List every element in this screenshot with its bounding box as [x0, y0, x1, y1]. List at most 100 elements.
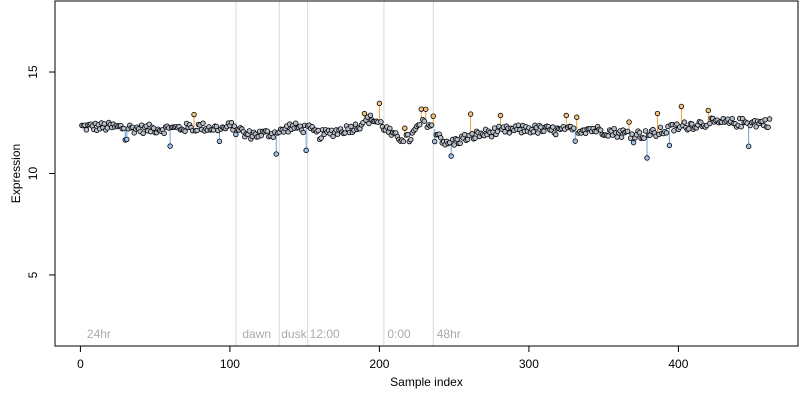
data-point-42: [140, 130, 146, 136]
y-tick-label-2: 15: [26, 65, 40, 79]
segment-labels: 24hr dawn dusk 12:00 0:00 48hr: [87, 327, 461, 341]
data-point-261: [467, 111, 474, 117]
x-axis-label: Sample index: [390, 375, 463, 389]
data-point-230: [421, 118, 427, 124]
data-point-316: [550, 124, 556, 130]
data-point-190: [361, 110, 368, 117]
data-point-461: [766, 116, 773, 122]
data-point-131: [273, 151, 279, 157]
data-point-103: [231, 123, 238, 129]
x-tick-label-3: 300: [519, 357, 539, 371]
data-point-184: [352, 121, 359, 127]
data-point-262: [469, 131, 475, 137]
data-point-325: [563, 112, 569, 119]
data-point-93: [216, 138, 223, 144]
data-point-4: [83, 127, 90, 133]
segment-label-2: dusk: [281, 327, 307, 341]
data-point-216: [400, 138, 407, 145]
y-axis-label: Expression: [9, 144, 23, 203]
data-point-447: [745, 143, 752, 150]
data-point-177: [342, 130, 348, 136]
segment-label-3: 12:00: [310, 327, 340, 341]
data-point-436: [729, 115, 735, 122]
data-point-29: [121, 125, 127, 132]
data-point-279: [494, 128, 501, 135]
data-point-82: [200, 120, 206, 126]
data-point-113: [246, 128, 253, 134]
y-tick-label-1: 10: [26, 167, 40, 181]
data-point-377: [641, 135, 647, 141]
data-point-407: [686, 126, 692, 132]
x-tick-label-4: 400: [668, 357, 688, 371]
data-point-241: [438, 135, 444, 141]
data-point-332: [574, 114, 580, 120]
data-point-49: [150, 125, 157, 131]
segment-label-5: 48hr: [437, 327, 461, 341]
data-point-402: [678, 103, 685, 110]
data-point-374: [636, 129, 643, 136]
segment-boundary-lines: [235, 1, 434, 346]
data-point-386: [654, 110, 661, 117]
data-point-60: [167, 143, 173, 149]
data-point-257: [461, 131, 468, 138]
data-point-161: [318, 135, 324, 141]
data-point-397: [671, 128, 677, 134]
data-point-78: [194, 127, 200, 134]
data-point-277: [491, 125, 498, 131]
data-point-458: [762, 117, 768, 123]
data-point-194: [367, 112, 374, 118]
data-point-228: [418, 106, 424, 112]
data-point-362: [618, 134, 625, 140]
data-points: [79, 100, 773, 161]
data-point-254: [457, 140, 463, 146]
y-tick-label-0: 5: [26, 271, 40, 278]
data-point-151: [303, 147, 309, 154]
segment-label-1: dawn: [242, 327, 271, 341]
x-tick-label-0: 0: [77, 357, 84, 371]
data-point-16: [101, 121, 108, 127]
data-point-31: [124, 136, 130, 143]
data-point-318: [553, 131, 559, 138]
data-point-129: [270, 134, 276, 140]
data-point-217: [402, 125, 408, 131]
data-point-101: [228, 119, 235, 126]
data-point-248: [448, 153, 454, 159]
data-point-331: [572, 138, 578, 144]
data-point-460: [765, 124, 771, 130]
data-point-201: [378, 119, 384, 125]
data-point-306: [535, 130, 541, 136]
data-point-231: [423, 106, 429, 112]
data-point-264: [472, 135, 478, 141]
data-point-394: [666, 142, 673, 149]
y-axis: 5 10 15: [26, 65, 56, 278]
data-point-409: [689, 121, 695, 127]
segment-label-0: 24hr: [87, 327, 111, 341]
x-tick-label-1: 100: [220, 357, 240, 371]
data-point-378: [642, 128, 649, 134]
data-point-392: [663, 130, 670, 136]
data-point-379: [644, 155, 650, 161]
data-point-330: [571, 125, 577, 131]
data-point-70: [182, 128, 188, 135]
data-point-250: [451, 142, 457, 148]
data-point-159: [315, 127, 321, 134]
data-point-452: [753, 124, 759, 130]
data-point-388: [657, 124, 664, 131]
data-point-367: [626, 119, 632, 125]
data-point-144: [292, 120, 299, 126]
data-point-404: [681, 119, 688, 125]
data-point-207: [387, 125, 393, 132]
data-point-149: [300, 129, 306, 136]
data-point-181: [348, 123, 354, 130]
data-point-227: [417, 121, 423, 128]
data-point-200: [376, 100, 383, 107]
data-point-104: [233, 131, 239, 138]
plot-frame: [54, 0, 799, 347]
data-point-56: [161, 130, 167, 137]
data-point-421: [707, 120, 713, 127]
data-point-125: [264, 128, 270, 134]
data-point-219: [405, 131, 411, 138]
data-point-275: [488, 134, 495, 140]
data-point-236: [430, 113, 436, 119]
data-point-235: [429, 122, 435, 128]
